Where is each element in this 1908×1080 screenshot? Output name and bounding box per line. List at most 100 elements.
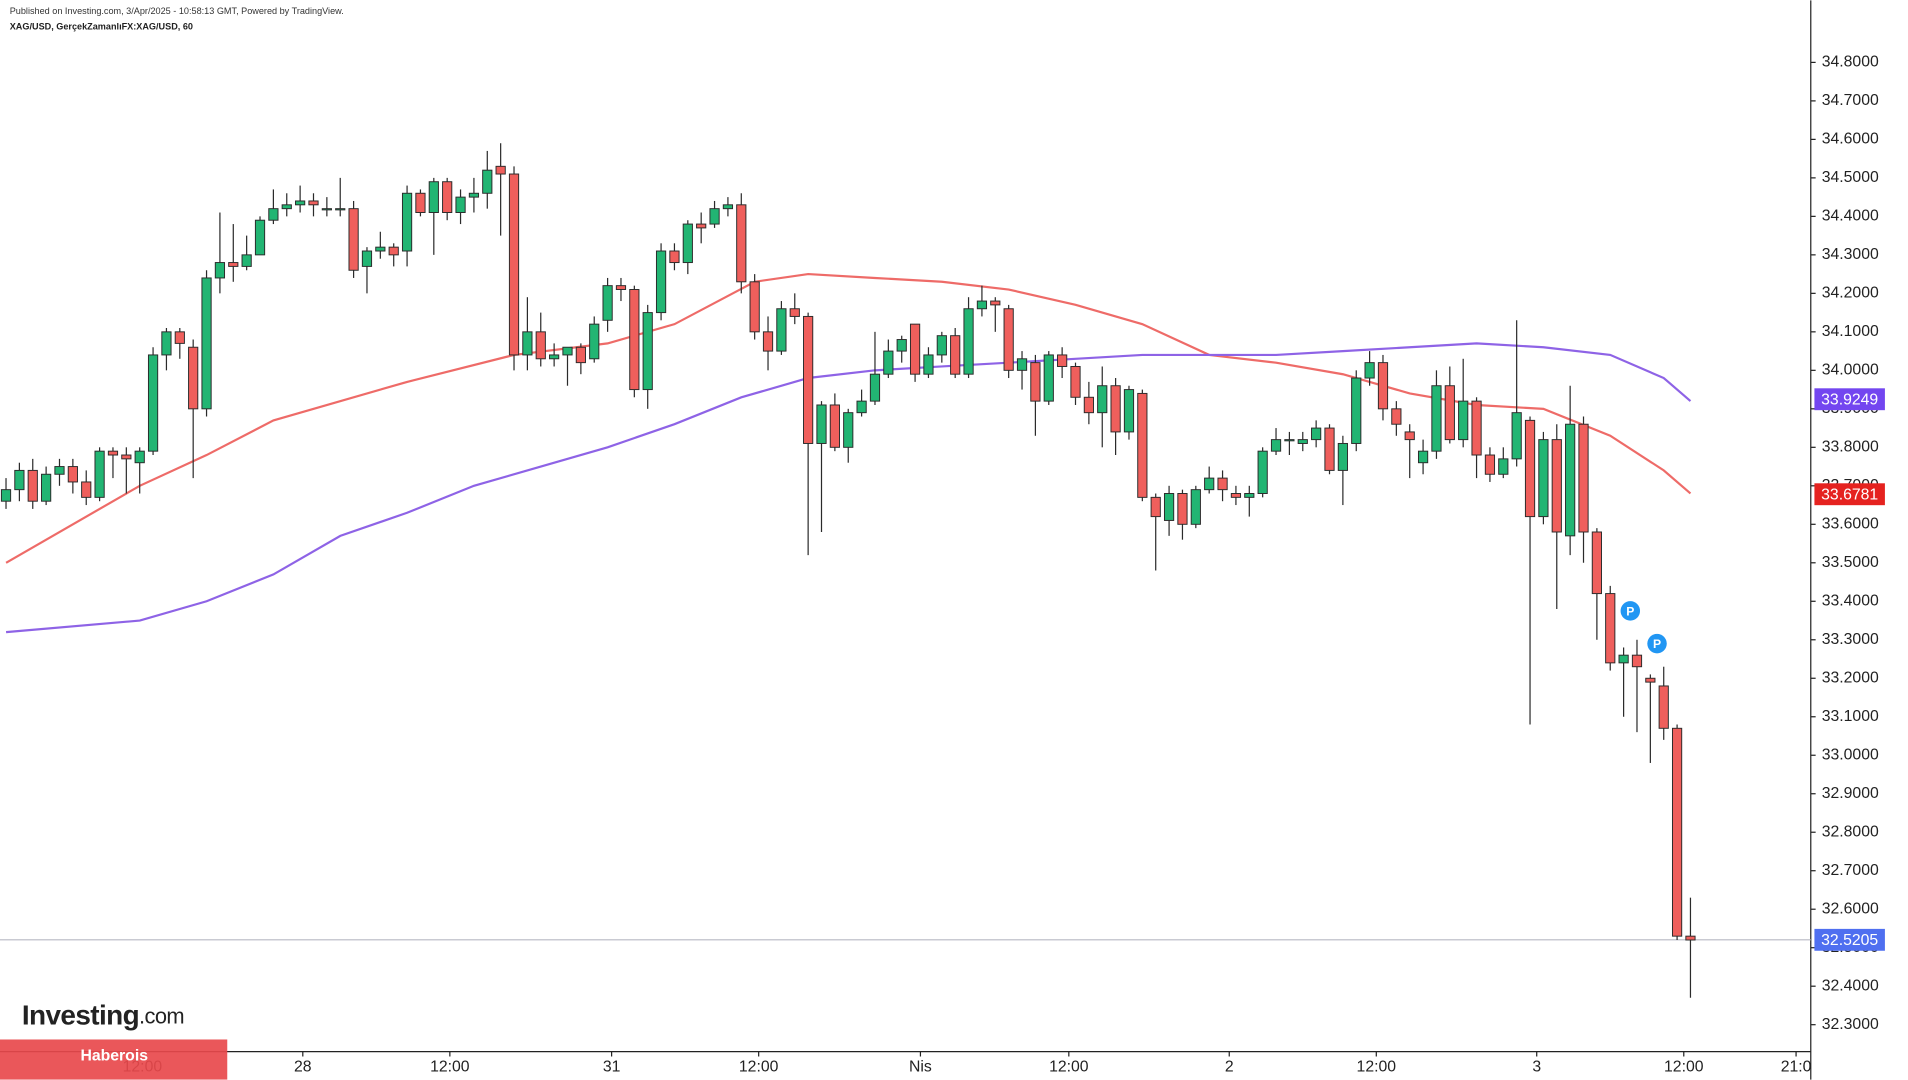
candle-body: [762, 331, 774, 352]
candle-body: [1110, 385, 1121, 433]
y-tick-label: 33.8000: [1822, 438, 1879, 455]
candle-body: [1270, 439, 1282, 452]
badge-box: [0, 1039, 228, 1080]
y-tick-label: 33.5000: [1822, 554, 1879, 571]
candle-body: [1484, 454, 1496, 475]
candle-body: [121, 454, 132, 460]
candle-body: [0, 489, 12, 502]
candle-body: [188, 346, 199, 410]
x-tick-label: 21:0: [1781, 1059, 1812, 1076]
candle-body: [268, 208, 279, 221]
candle-body: [1244, 493, 1255, 498]
candle-body: [1217, 477, 1228, 491]
candle-body: [1083, 396, 1094, 414]
y-tick-label: 34.0000: [1822, 362, 1879, 379]
candle-body: [281, 204, 292, 210]
y-tick-label: 34.2000: [1822, 285, 1879, 302]
x-tick-label: 12:00: [1049, 1059, 1089, 1076]
candle-body: [776, 308, 787, 352]
candle-body: [1163, 493, 1175, 521]
x-tick-label: 12:00: [739, 1059, 779, 1076]
candle-body: [1070, 365, 1081, 398]
candle-body: [1658, 685, 1669, 729]
candle-body: [535, 331, 546, 360]
candle-body: [1551, 439, 1562, 533]
annotation-marker: [1647, 633, 1667, 654]
candle-body: [201, 277, 212, 410]
candle-body: [602, 285, 613, 321]
candle-body: [1404, 431, 1415, 441]
candle-body: [1631, 654, 1643, 668]
candle-body: [1351, 377, 1362, 444]
candle-body: [428, 181, 439, 214]
candle-body: [722, 204, 734, 210]
price-label: 33.9249: [1821, 392, 1878, 409]
candle-body: [1137, 392, 1148, 498]
candle-body: [976, 300, 988, 310]
symbol-label: XAG/USD, GerçekZamanlıFX:XAG/USD, 60: [10, 22, 193, 32]
y-tick-label: 33.6000: [1822, 515, 1879, 532]
candle-body: [1605, 593, 1616, 664]
candle-body: [1524, 419, 1536, 518]
candle-body: [1645, 677, 1656, 683]
candle-body: [829, 404, 840, 448]
y-tick-label: 34.3000: [1822, 246, 1879, 263]
candle-body: [629, 289, 640, 391]
candle-body: [1030, 362, 1041, 402]
y-tick-label: 34.4000: [1822, 208, 1879, 225]
candle-body: [1311, 427, 1322, 441]
x-tick-label: 12:00: [1664, 1059, 1704, 1076]
y-tick-label: 32.3000: [1822, 1016, 1879, 1033]
candle-body: [950, 335, 961, 375]
candle-body: [1685, 935, 1696, 941]
candle-body: [1377, 362, 1389, 410]
candle-body: [856, 400, 867, 414]
candle-body: [1578, 423, 1589, 533]
candle-body: [1177, 493, 1188, 525]
candle-body: [990, 300, 1001, 306]
candle-body: [228, 262, 239, 267]
candle-body: [107, 450, 119, 456]
y-tick-label: 32.4000: [1822, 977, 1879, 994]
candle-body: [241, 254, 252, 267]
candle-body: [549, 354, 560, 360]
x-tick-label: 12:00: [430, 1059, 470, 1076]
candle-body: [54, 466, 65, 475]
candle-body: [1204, 477, 1215, 491]
price-label-box: [1814, 388, 1885, 411]
candle-body: [1618, 654, 1629, 664]
candle-body: [883, 350, 894, 375]
candle-body: [1230, 493, 1242, 498]
candle-body: [375, 246, 386, 252]
candle-body: [27, 469, 38, 502]
candle-body: [335, 208, 346, 211]
y-tick-label: 32.8000: [1822, 823, 1879, 840]
candle-body: [174, 331, 185, 344]
candle-body: [789, 308, 800, 317]
candle-body: [388, 246, 399, 256]
annotation-marker: [1620, 601, 1641, 621]
candle-body: [1511, 412, 1522, 460]
candle-body: [442, 181, 453, 214]
x-tick-label: 28: [294, 1059, 312, 1076]
annotation-label: P: [1653, 637, 1661, 651]
candle-body: [361, 250, 373, 267]
candle-body: [736, 204, 747, 283]
candle-body: [803, 315, 814, 444]
candle-body: [1284, 439, 1295, 442]
candle-body: [869, 373, 881, 402]
y-tick-label: 33.2000: [1822, 669, 1879, 686]
candle-body: [655, 250, 667, 314]
candle-body: [1671, 727, 1683, 937]
candle-body: [468, 192, 480, 198]
x-tick-label: Nis: [909, 1059, 932, 1076]
y-tick-label: 32.6000: [1822, 900, 1879, 917]
candle-body: [1498, 458, 1509, 475]
candle-body: [81, 481, 92, 498]
candle-body: [1591, 531, 1602, 595]
price-label: 32.5205: [1821, 932, 1878, 949]
y-tick-label: 34.8000: [1822, 54, 1879, 71]
candle-body: [14, 469, 25, 491]
candle-body: [1003, 308, 1014, 371]
